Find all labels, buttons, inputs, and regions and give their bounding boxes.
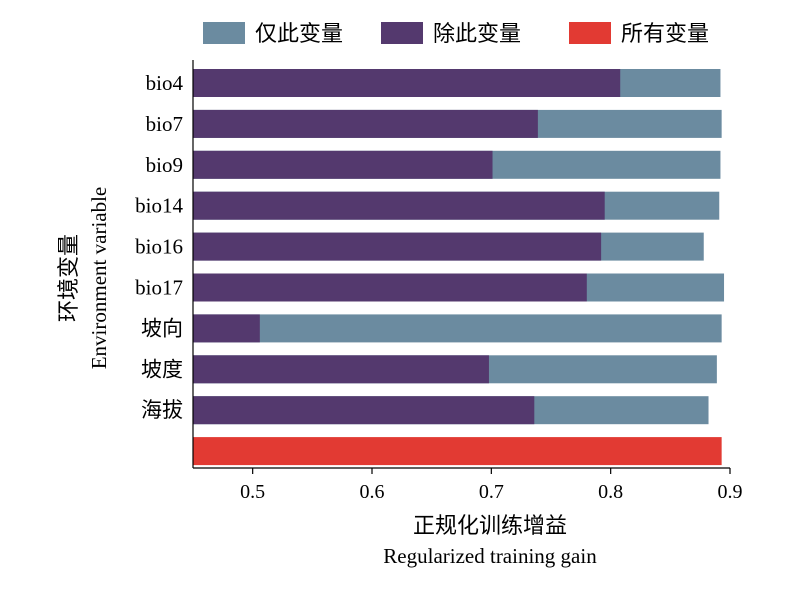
legend: 仅此变量 除此变量 所有变量 xyxy=(203,22,709,47)
bar-3-10 xyxy=(193,437,722,466)
x-tick-label: 0.8 xyxy=(598,481,623,503)
y-axis-title-cn: 环境变量 xyxy=(57,234,82,322)
bar-2-9 xyxy=(193,396,535,425)
category-label: bio17 xyxy=(135,276,183,300)
bar-1-7 xyxy=(193,314,722,343)
x-tick-label: 0.5 xyxy=(240,481,265,503)
category-label: 海拔 xyxy=(141,398,183,422)
category-label: 坡向 xyxy=(141,316,183,340)
bar-2-1 xyxy=(193,69,621,97)
x-axis-title-cn: 正规化训练增益 xyxy=(413,514,567,539)
category-label: bio14 xyxy=(135,194,183,218)
legend-label-2: 除此变量 xyxy=(433,22,521,47)
category-label: bio4 xyxy=(146,71,184,95)
axes-group: 0.5 0.6 0.7 0.8 0.9 xyxy=(192,60,743,503)
bar-2-8 xyxy=(193,355,489,384)
legend-label-3: 所有变量 xyxy=(621,22,709,47)
bar-2-4 xyxy=(193,191,605,220)
category-label: 坡度 xyxy=(141,357,183,381)
bar-2-7 xyxy=(193,314,260,343)
bar-2-3 xyxy=(193,150,493,179)
y-axis-title-en: Environment variable xyxy=(87,187,111,370)
bar-2-6 xyxy=(193,273,587,302)
legend-label-1: 仅此变量 xyxy=(255,22,343,47)
x-tick-label: 0.9 xyxy=(718,481,743,503)
x-axis-title-en: Regularized training gain xyxy=(383,544,597,568)
legend-swatch-2 xyxy=(381,22,423,44)
x-tick-label: 0.6 xyxy=(360,481,385,503)
legend-swatch-1 xyxy=(203,22,245,44)
legend-swatch-3 xyxy=(569,22,611,44)
bar-2-5 xyxy=(193,232,602,261)
category-label: bio7 xyxy=(146,112,183,136)
bars-group xyxy=(193,69,725,466)
category-label: bio9 xyxy=(146,153,183,177)
category-label: bio16 xyxy=(135,235,183,259)
x-tick-label: 0.7 xyxy=(479,481,504,503)
bar-2-2 xyxy=(193,109,538,138)
